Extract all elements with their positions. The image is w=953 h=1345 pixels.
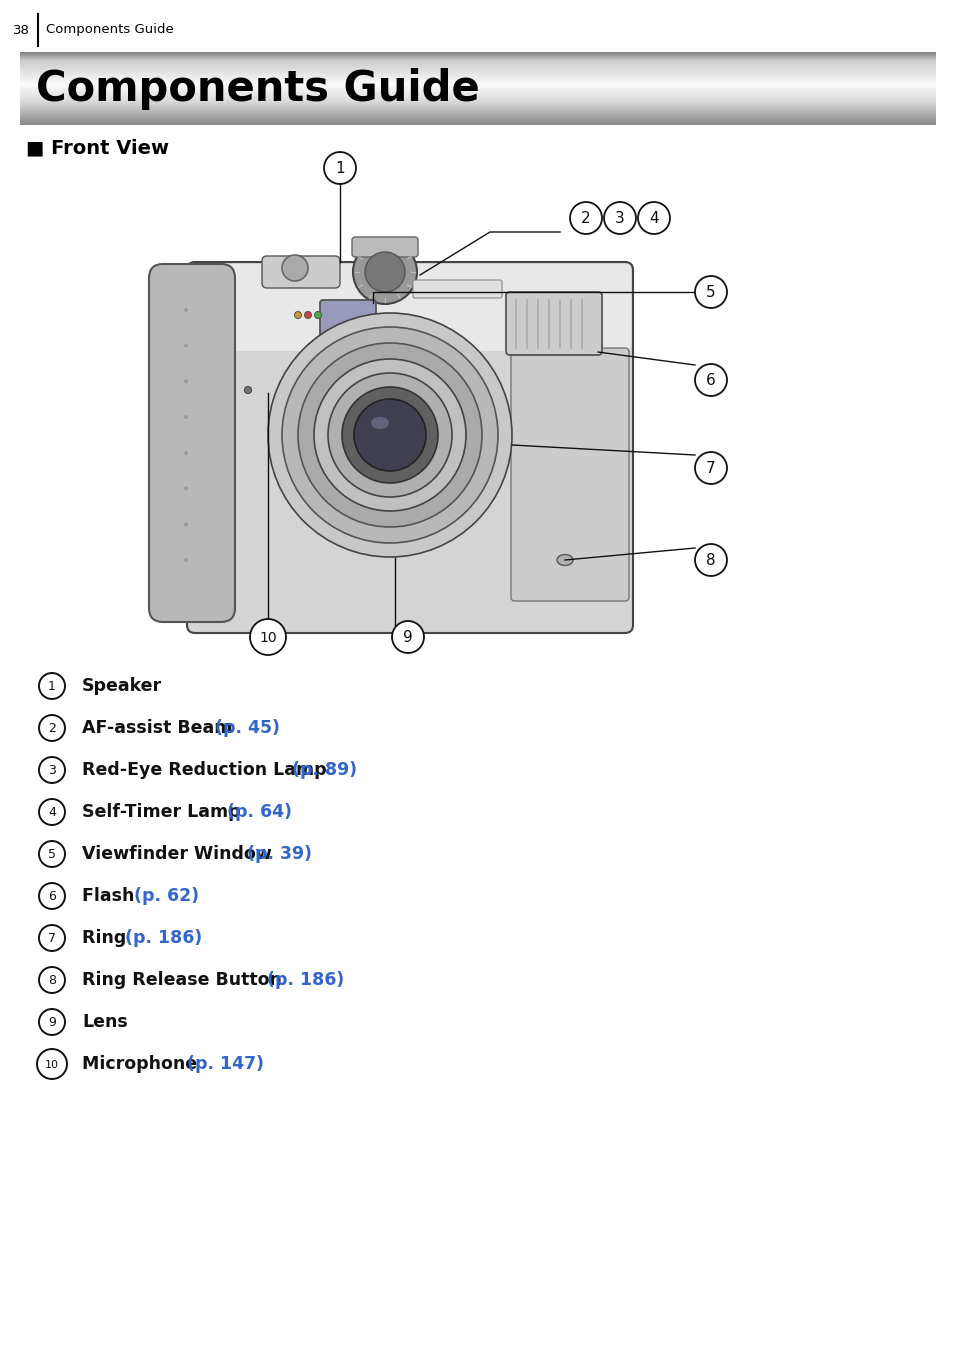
Circle shape bbox=[341, 387, 437, 483]
Circle shape bbox=[282, 327, 497, 543]
Text: 7: 7 bbox=[705, 461, 715, 476]
Text: ■ Front View: ■ Front View bbox=[26, 139, 169, 157]
Circle shape bbox=[695, 364, 726, 395]
Text: 7: 7 bbox=[48, 932, 56, 946]
FancyBboxPatch shape bbox=[189, 264, 630, 351]
Circle shape bbox=[603, 202, 636, 234]
Text: 3: 3 bbox=[48, 764, 56, 777]
Circle shape bbox=[638, 202, 669, 234]
Text: (p. 62): (p. 62) bbox=[133, 886, 199, 905]
Text: 6: 6 bbox=[48, 890, 56, 902]
Text: Viewfinder Window: Viewfinder Window bbox=[82, 845, 277, 863]
Circle shape bbox=[39, 841, 65, 868]
FancyBboxPatch shape bbox=[262, 256, 339, 288]
Circle shape bbox=[250, 619, 286, 655]
Circle shape bbox=[39, 672, 65, 699]
Text: 2: 2 bbox=[48, 722, 56, 734]
Circle shape bbox=[39, 1009, 65, 1036]
Text: (p. 89): (p. 89) bbox=[292, 761, 356, 779]
Text: Components Guide: Components Guide bbox=[36, 69, 479, 110]
Ellipse shape bbox=[371, 417, 389, 429]
Circle shape bbox=[314, 359, 465, 511]
Circle shape bbox=[184, 379, 188, 383]
Text: 8: 8 bbox=[705, 553, 715, 568]
Circle shape bbox=[39, 925, 65, 951]
Circle shape bbox=[184, 416, 188, 420]
Circle shape bbox=[184, 558, 188, 562]
Text: Components Guide: Components Guide bbox=[46, 23, 173, 36]
Circle shape bbox=[392, 621, 423, 654]
Text: (p. 147): (p. 147) bbox=[187, 1054, 264, 1073]
Circle shape bbox=[184, 487, 188, 491]
Text: (p. 45): (p. 45) bbox=[214, 720, 280, 737]
FancyBboxPatch shape bbox=[413, 280, 501, 299]
Circle shape bbox=[39, 757, 65, 783]
Text: (p. 64): (p. 64) bbox=[227, 803, 292, 820]
Circle shape bbox=[37, 1049, 67, 1079]
FancyBboxPatch shape bbox=[149, 264, 234, 621]
Text: Ring Release Button: Ring Release Button bbox=[82, 971, 288, 989]
Text: Ring: Ring bbox=[82, 929, 132, 947]
Text: Speaker: Speaker bbox=[82, 677, 162, 695]
Circle shape bbox=[297, 343, 481, 527]
Text: 4: 4 bbox=[48, 806, 56, 819]
Text: 3: 3 bbox=[615, 211, 624, 226]
Text: 5: 5 bbox=[705, 285, 715, 300]
Circle shape bbox=[569, 202, 601, 234]
Circle shape bbox=[39, 716, 65, 741]
Circle shape bbox=[314, 312, 321, 319]
FancyBboxPatch shape bbox=[319, 300, 375, 342]
Text: (p. 39): (p. 39) bbox=[247, 845, 312, 863]
Circle shape bbox=[695, 276, 726, 308]
FancyBboxPatch shape bbox=[511, 348, 628, 601]
Circle shape bbox=[695, 452, 726, 484]
Text: Self-Timer Lamp: Self-Timer Lamp bbox=[82, 803, 247, 820]
Text: 8: 8 bbox=[48, 974, 56, 987]
Text: Red-Eye Reduction Lamp: Red-Eye Reduction Lamp bbox=[82, 761, 333, 779]
Text: 38: 38 bbox=[13, 23, 30, 36]
Circle shape bbox=[354, 399, 426, 471]
Circle shape bbox=[184, 308, 188, 312]
Text: 9: 9 bbox=[48, 1015, 56, 1029]
Circle shape bbox=[244, 386, 252, 394]
Text: (p. 186): (p. 186) bbox=[125, 929, 202, 947]
Text: AF-assist Beam: AF-assist Beam bbox=[82, 720, 238, 737]
Circle shape bbox=[184, 522, 188, 526]
Circle shape bbox=[39, 967, 65, 993]
Circle shape bbox=[365, 252, 405, 292]
Circle shape bbox=[184, 451, 188, 455]
Text: 2: 2 bbox=[580, 211, 590, 226]
Text: 10: 10 bbox=[259, 631, 276, 644]
Circle shape bbox=[695, 543, 726, 576]
Text: Flash: Flash bbox=[82, 886, 140, 905]
Text: Lens: Lens bbox=[82, 1013, 128, 1032]
Text: 1: 1 bbox=[48, 681, 56, 693]
Text: 4: 4 bbox=[648, 211, 659, 226]
Circle shape bbox=[268, 313, 512, 557]
FancyBboxPatch shape bbox=[187, 262, 633, 633]
Circle shape bbox=[328, 373, 452, 498]
Text: 5: 5 bbox=[48, 847, 56, 861]
Circle shape bbox=[324, 152, 355, 184]
Text: 6: 6 bbox=[705, 373, 715, 387]
Text: 9: 9 bbox=[403, 629, 413, 646]
Text: 10: 10 bbox=[45, 1060, 59, 1069]
Circle shape bbox=[39, 884, 65, 909]
Text: (p. 186): (p. 186) bbox=[267, 971, 344, 989]
Circle shape bbox=[304, 312, 312, 319]
Text: Microphone: Microphone bbox=[82, 1054, 203, 1073]
Text: 1: 1 bbox=[335, 161, 344, 176]
Circle shape bbox=[184, 344, 188, 348]
Circle shape bbox=[39, 799, 65, 824]
Circle shape bbox=[353, 239, 416, 304]
FancyBboxPatch shape bbox=[352, 237, 417, 257]
FancyBboxPatch shape bbox=[505, 292, 601, 355]
Circle shape bbox=[282, 256, 308, 281]
Circle shape bbox=[294, 312, 301, 319]
Ellipse shape bbox=[557, 554, 573, 565]
